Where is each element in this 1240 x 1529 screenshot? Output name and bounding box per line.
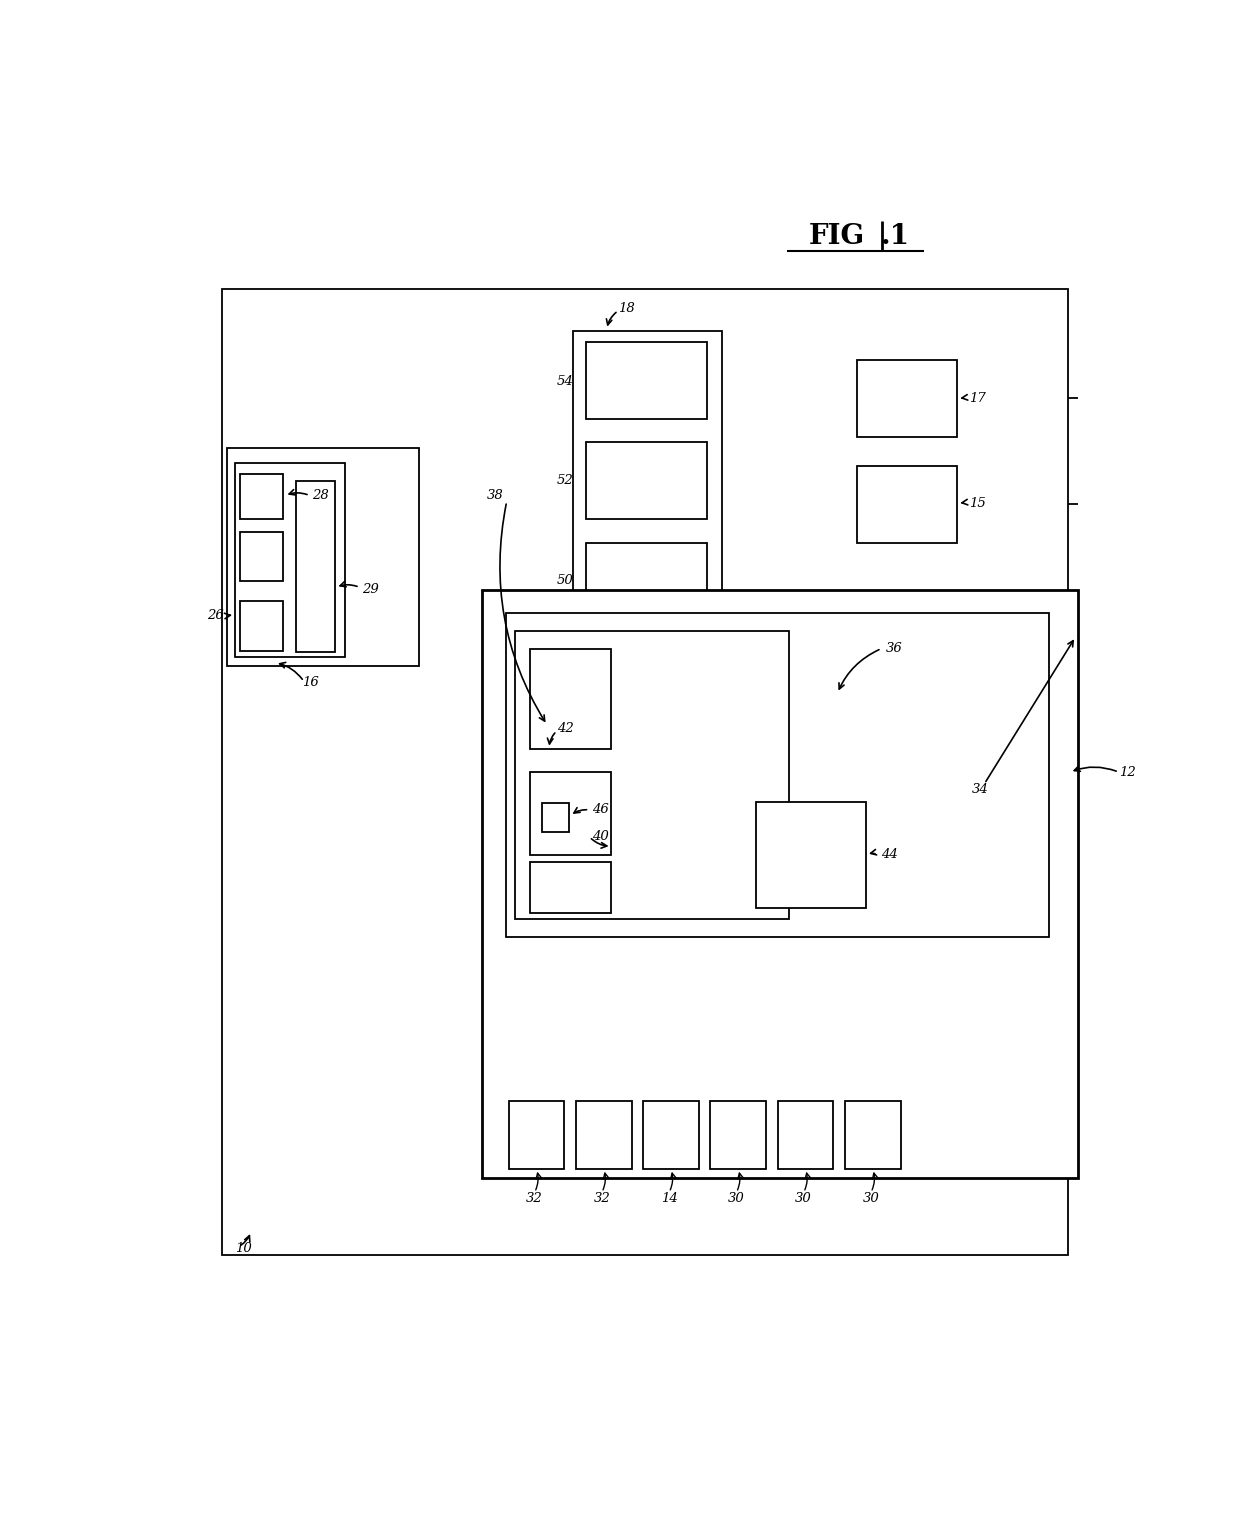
Text: 12: 12 [1118, 766, 1136, 778]
Bar [644, 1101, 699, 1168]
Bar [587, 442, 707, 518]
Text: 17: 17 [968, 393, 986, 405]
Bar [239, 601, 283, 651]
Bar [239, 474, 283, 518]
Text: 46: 46 [593, 803, 609, 816]
Bar [481, 590, 1078, 1179]
Text: 30: 30 [863, 1191, 879, 1205]
Bar [711, 1101, 766, 1168]
Text: 10: 10 [234, 1243, 252, 1255]
Bar [296, 482, 335, 651]
Text: 14: 14 [661, 1191, 677, 1205]
Text: 38: 38 [487, 489, 503, 502]
Text: 32: 32 [526, 1191, 543, 1205]
Text: 50: 50 [557, 573, 573, 587]
Bar [857, 466, 957, 543]
Bar [573, 330, 722, 702]
Bar [587, 543, 707, 619]
Bar [234, 462, 345, 657]
Bar [575, 1101, 631, 1168]
Text: 36: 36 [885, 642, 903, 654]
Bar [529, 862, 611, 913]
Bar [844, 1101, 900, 1168]
Text: 29: 29 [362, 583, 378, 596]
Bar [529, 772, 611, 855]
Bar [222, 289, 1068, 1255]
Bar [516, 631, 789, 919]
Text: 15: 15 [968, 497, 986, 511]
Text: 52: 52 [557, 474, 573, 486]
Text: 30: 30 [728, 1191, 745, 1205]
Text: 16: 16 [303, 676, 319, 690]
Bar [587, 342, 707, 419]
Bar [755, 801, 866, 908]
Text: 32: 32 [594, 1191, 610, 1205]
Bar [239, 532, 283, 581]
Text: FIG: FIG [808, 223, 864, 249]
Text: 42: 42 [557, 722, 573, 735]
Text: 44: 44 [880, 849, 898, 861]
Bar [777, 1101, 833, 1168]
Text: 34: 34 [972, 783, 988, 797]
Text: 40: 40 [593, 830, 609, 844]
Text: .1: .1 [880, 223, 910, 249]
Bar [529, 648, 611, 749]
Bar [508, 1101, 564, 1168]
Text: 26: 26 [207, 609, 224, 622]
Bar [542, 803, 569, 832]
Text: 54: 54 [557, 375, 573, 388]
Bar [857, 359, 957, 437]
Bar [227, 448, 419, 667]
Text: 18: 18 [619, 301, 635, 315]
Text: 30: 30 [795, 1191, 812, 1205]
Bar [506, 613, 1049, 937]
Text: 28: 28 [311, 489, 329, 502]
